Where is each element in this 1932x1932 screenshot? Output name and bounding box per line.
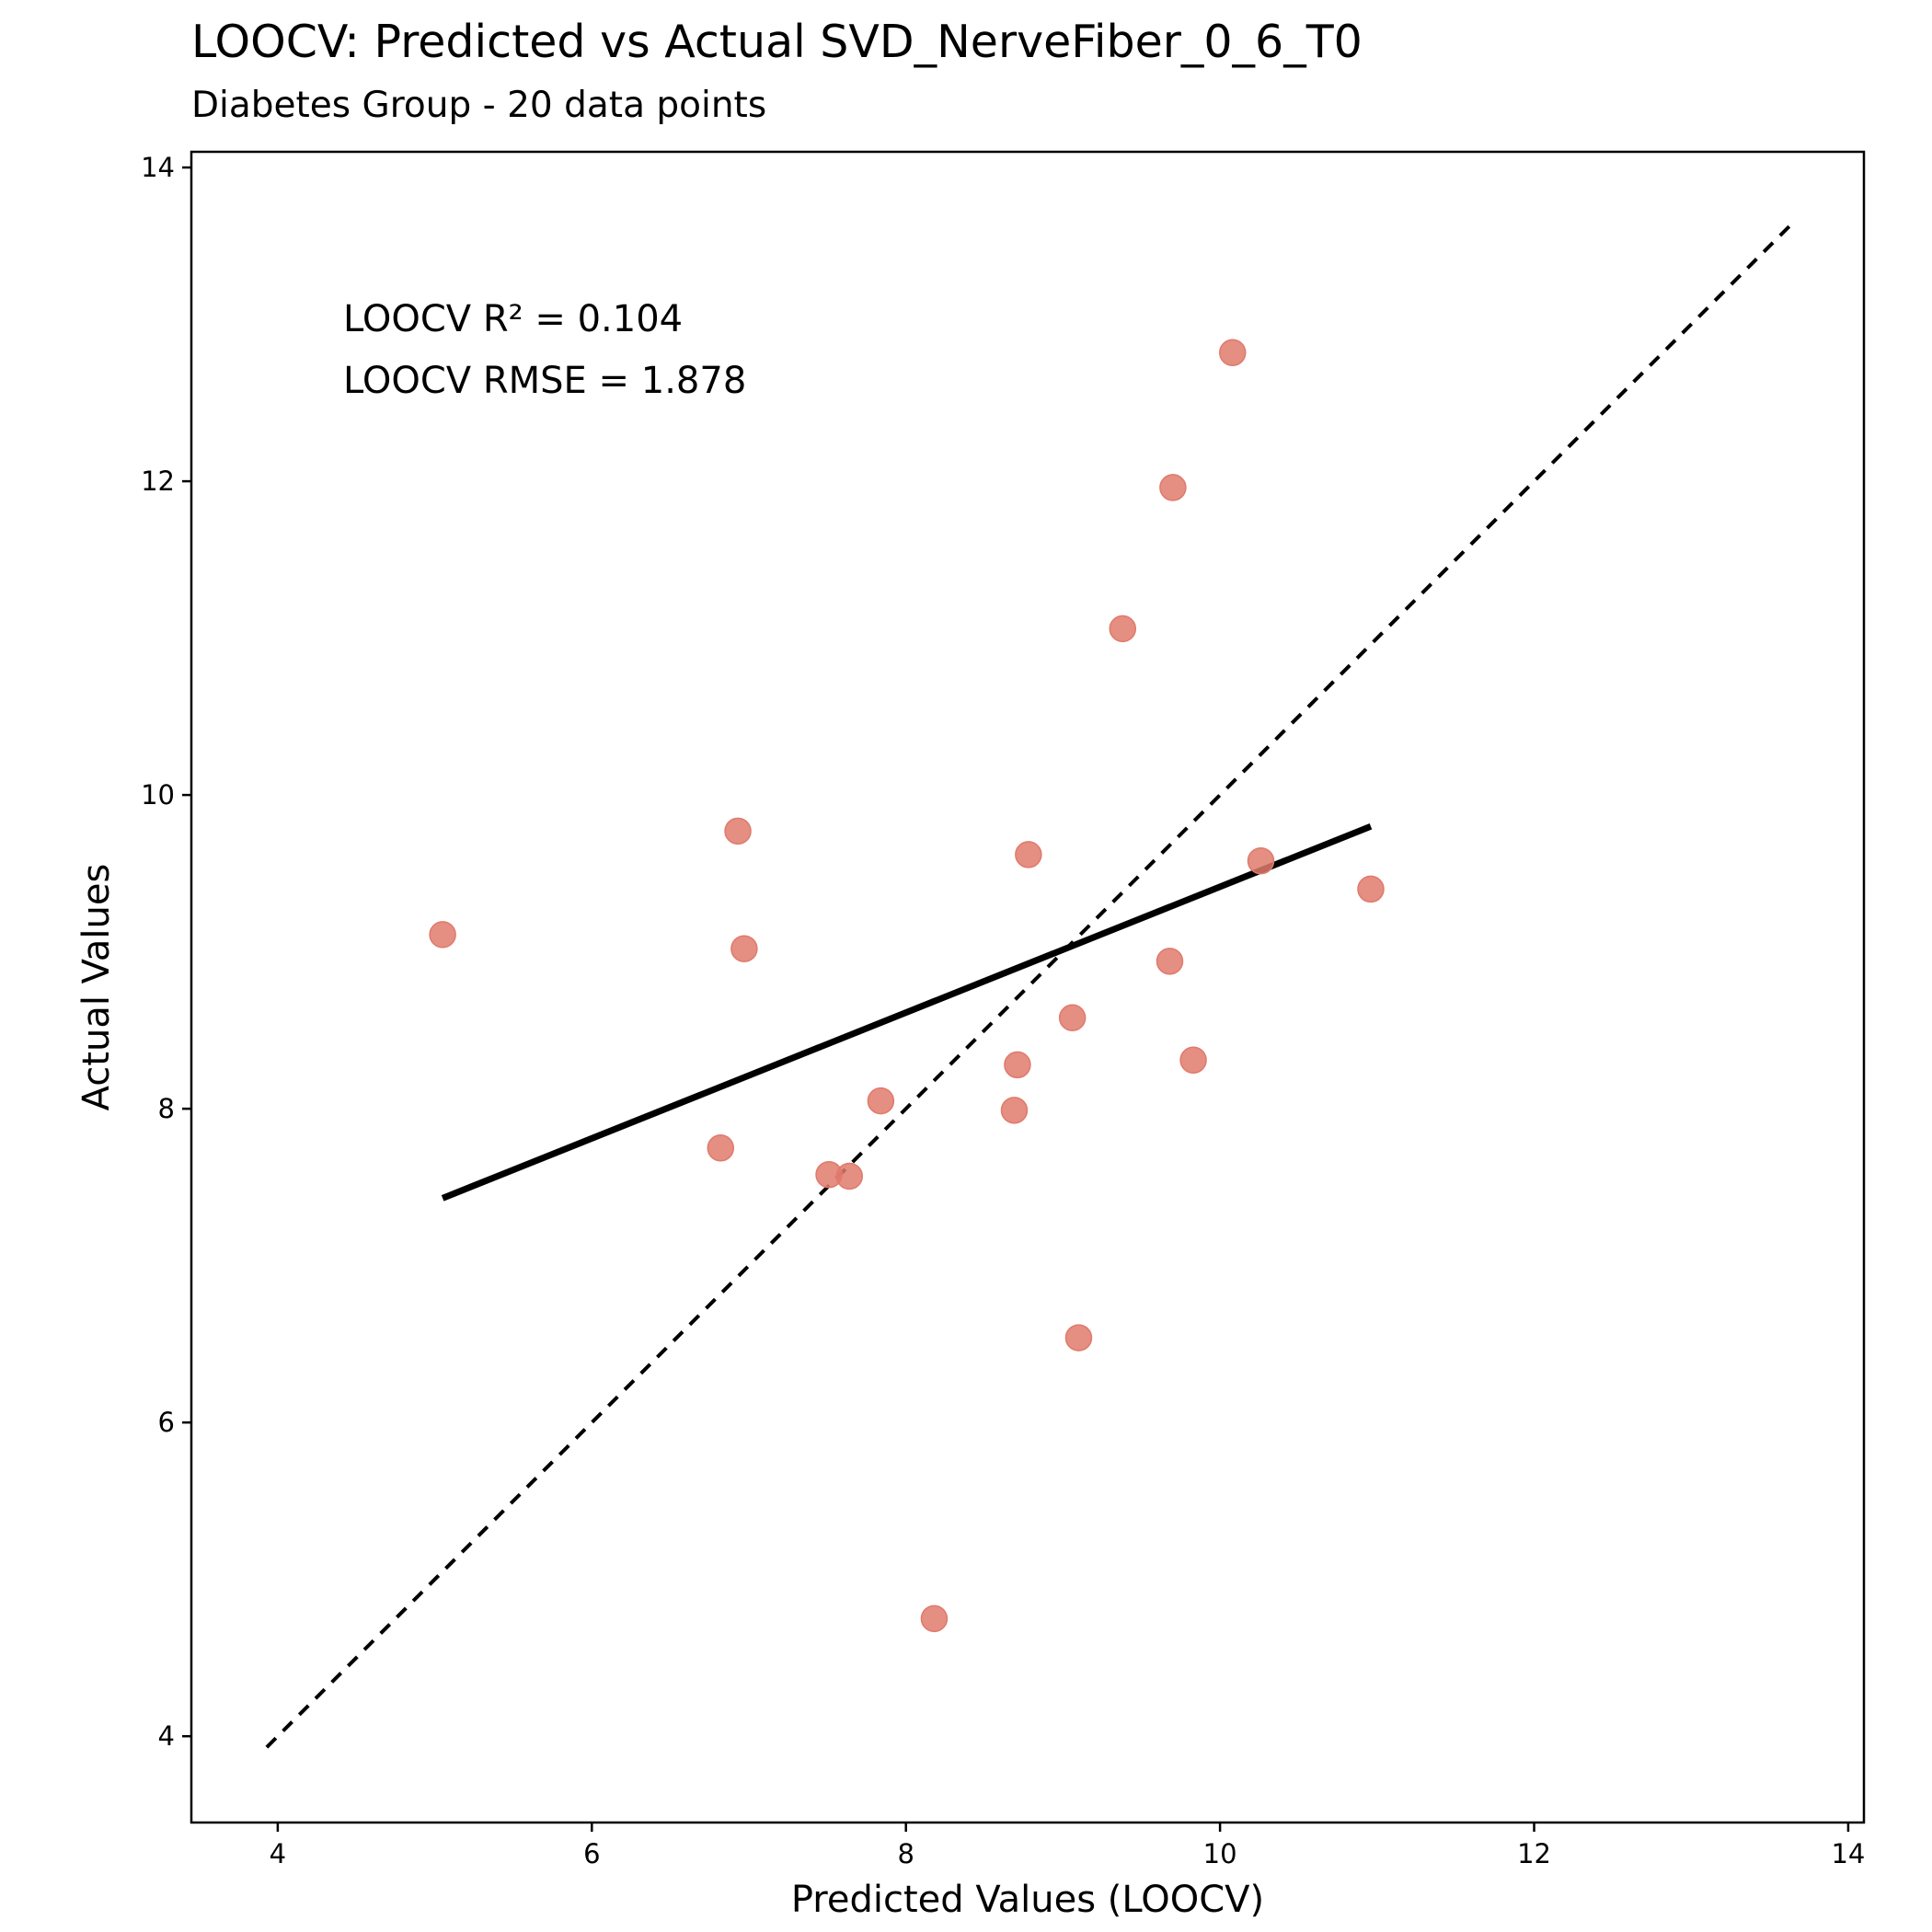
- regression-line: [441, 822, 1373, 1202]
- data-points: [429, 339, 1385, 1633]
- x-tick-label: 10: [1203, 1838, 1237, 1869]
- x-tick-label: 14: [1831, 1838, 1865, 1869]
- x-tick-label: 12: [1517, 1838, 1551, 1869]
- y-tick-label: 6: [158, 1407, 175, 1438]
- x-tick-label: 6: [583, 1838, 600, 1869]
- x-tick-label: 4: [270, 1838, 286, 1869]
- annotation-r2: LOOCV R² = 0.104: [343, 298, 683, 340]
- data-point: [1058, 1004, 1087, 1032]
- data-point: [1357, 875, 1385, 903]
- data-point: [1156, 948, 1184, 975]
- y-tick-label: 10: [141, 779, 175, 811]
- data-point: [1247, 846, 1275, 875]
- annotation-rmse: LOOCV RMSE = 1.878: [343, 360, 746, 402]
- data-point: [1219, 339, 1247, 367]
- data-point: [730, 935, 758, 962]
- data-point: [920, 1604, 949, 1633]
- chart-title: LOOCV: Predicted vs Actual SVD_NerveFibe…: [191, 16, 1363, 68]
- y-tick-label: 12: [141, 466, 175, 497]
- identity-line: [265, 223, 1793, 1749]
- data-point: [1064, 1324, 1093, 1351]
- plot-panel: [190, 150, 1866, 1824]
- y-tick-label: 8: [158, 1093, 175, 1124]
- x-axis-title: Predicted Values (LOOCV): [791, 1879, 1264, 1921]
- x-axis: 4 6 8 10 12 14: [270, 1823, 1865, 1869]
- data-point: [835, 1162, 864, 1190]
- data-point: [1109, 615, 1137, 643]
- y-tick-label: 4: [158, 1720, 175, 1752]
- data-point: [724, 817, 752, 845]
- data-point: [707, 1134, 735, 1162]
- data-point: [1159, 474, 1187, 501]
- data-point: [867, 1087, 895, 1115]
- chart-subtitle: Diabetes Group - 20 data points: [191, 85, 766, 126]
- y-axis: 4 6 8 10 12 14: [141, 152, 191, 1752]
- data-point: [1000, 1097, 1029, 1124]
- y-tick-label: 14: [141, 152, 175, 183]
- data-point: [1015, 841, 1042, 868]
- y-axis-title: Actual Values: [75, 864, 118, 1111]
- data-point: [1179, 1046, 1207, 1075]
- x-tick-label: 8: [897, 1838, 914, 1869]
- data-point: [429, 921, 456, 949]
- data-point: [1004, 1051, 1031, 1079]
